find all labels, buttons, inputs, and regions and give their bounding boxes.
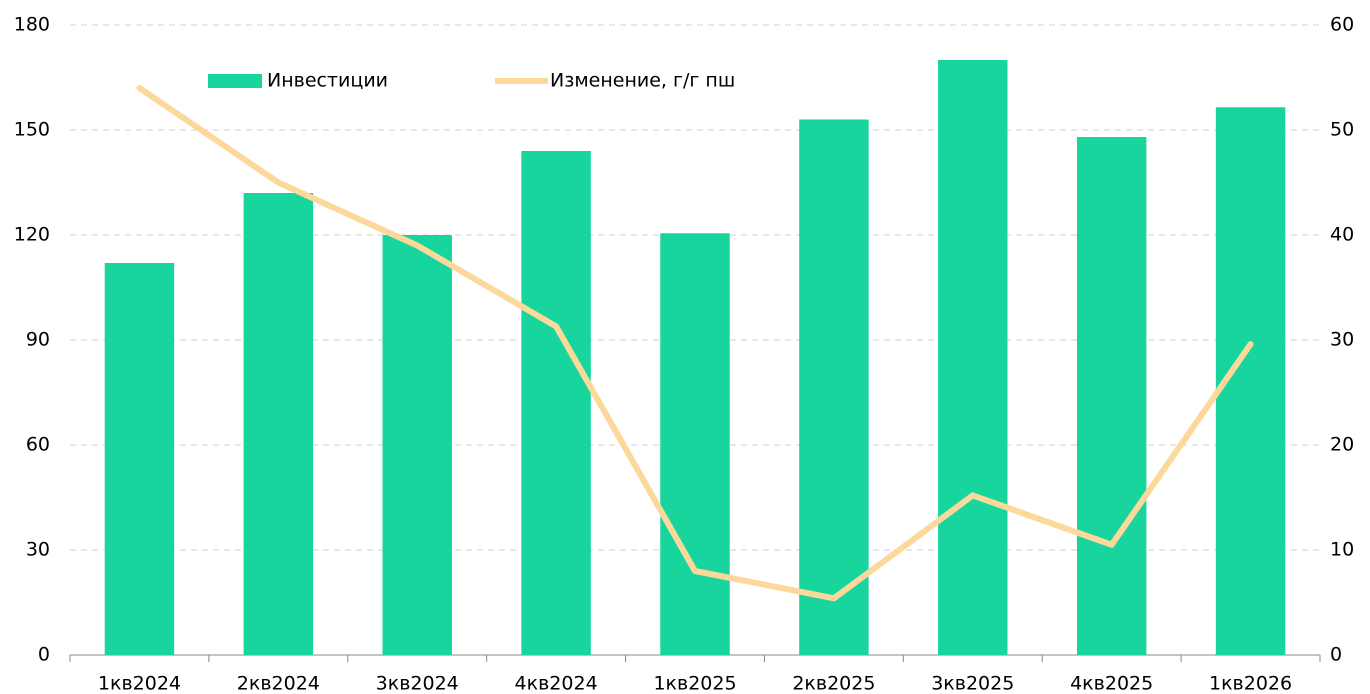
legend-label: Инвестиции — [267, 70, 388, 92]
bar — [104, 263, 175, 655]
bar — [243, 193, 314, 655]
y2-tick-label: 50 — [1330, 119, 1354, 141]
legend-label: Изменение, г/г пш — [550, 70, 735, 92]
x-tick-label: 1кв2025 — [653, 673, 736, 694]
y-tick-label: 90 — [26, 329, 50, 351]
x-tick-label: 2кв2025 — [792, 673, 875, 694]
line — [136, 85, 1254, 602]
bar — [521, 151, 591, 655]
x-tick-label: 2кв2024 — [237, 673, 320, 694]
y-tick-label: 150 — [14, 119, 50, 141]
x-tick-label: 4кв2025 — [1070, 673, 1153, 694]
y2-tick-label: 20 — [1330, 434, 1354, 456]
bar — [382, 235, 452, 655]
x-tick-label: 3кв2024 — [376, 673, 459, 694]
y-tick-label: 180 — [14, 14, 50, 36]
x-tick-label: 4кв2024 — [515, 673, 598, 694]
y-tick-label: 60 — [26, 434, 50, 456]
y2-tick-label: 10 — [1330, 539, 1354, 561]
legend-bar-swatch — [208, 74, 262, 88]
y2-tick-label: 0 — [1330, 644, 1342, 666]
bar — [1076, 137, 1147, 655]
y2-tick-label: 60 — [1330, 14, 1354, 36]
x-tick-label: 1кв2024 — [98, 673, 181, 694]
y2-tick-label: 30 — [1330, 329, 1354, 351]
bar — [799, 119, 869, 655]
bar — [938, 60, 1008, 655]
y-tick-label: 30 — [26, 539, 50, 561]
y2-tick-label: 40 — [1330, 224, 1354, 246]
x-tick-label: 1кв2026 — [1209, 673, 1292, 694]
bar — [660, 233, 730, 655]
x-tick-label: 3кв2025 — [931, 673, 1014, 694]
y-tick-label: 120 — [14, 224, 50, 246]
y-tick-label: 0 — [38, 644, 50, 666]
